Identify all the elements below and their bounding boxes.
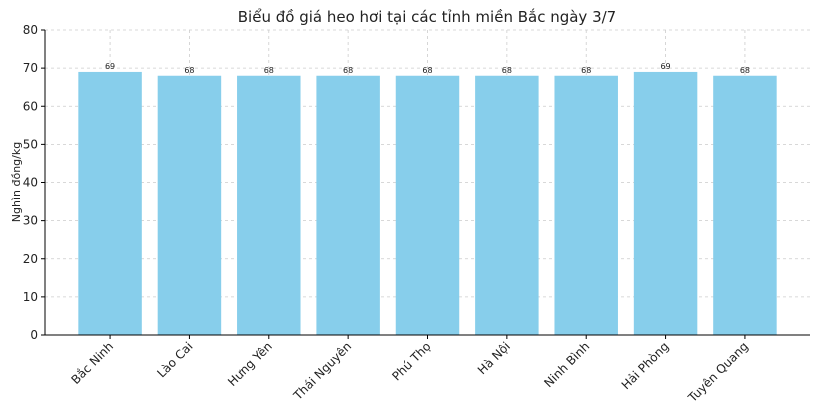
x-tick-label: Phú Thọ <box>389 339 433 383</box>
y-tick-label: 80 <box>23 23 38 37</box>
bar <box>475 75 539 335</box>
y-tick-label: 0 <box>30 328 38 342</box>
x-tick-label: Lào Cai <box>154 339 195 380</box>
y-tick-label: 40 <box>23 176 38 190</box>
y-tick-label: 70 <box>23 61 38 75</box>
x-tick-label: Thái Nguyên <box>290 339 354 403</box>
x-tick-label: Tuyên Quang <box>685 339 751 405</box>
bar <box>395 75 460 335</box>
bar <box>157 75 222 335</box>
bar <box>78 71 142 335</box>
y-axis-label: Nghìn đồng/kg <box>10 142 23 222</box>
x-tick-label: Bắc Ninh <box>68 339 116 387</box>
y-tick-label: 50 <box>23 137 38 151</box>
value-label: 68 <box>422 66 432 75</box>
y-tick-label: 10 <box>23 290 38 304</box>
y-tick-label: 30 <box>23 214 38 228</box>
y-tick-label: 20 <box>23 252 38 266</box>
bar <box>237 75 301 335</box>
value-label: 68 <box>264 66 274 75</box>
bar <box>713 75 777 335</box>
value-label: 68 <box>740 66 750 75</box>
x-tick-label: Hải Phòng <box>619 339 672 392</box>
x-tick-label: Hà Nội <box>475 339 513 377</box>
bar <box>633 71 698 335</box>
value-label: 68 <box>184 66 194 75</box>
x-tick-label: Hưng Yên <box>225 339 275 389</box>
x-tick-label: Ninh Bình <box>541 339 592 390</box>
chart-title: Biểu đồ giá heo hơi tại các tỉnh miền Bắ… <box>238 8 616 26</box>
value-label: 68 <box>502 66 512 75</box>
value-label: 69 <box>660 62 670 71</box>
y-tick-label: 60 <box>23 99 38 113</box>
bar <box>554 75 618 335</box>
value-label: 68 <box>581 66 591 75</box>
value-label: 69 <box>105 62 115 71</box>
value-label: 68 <box>343 66 353 75</box>
bar <box>316 75 380 335</box>
